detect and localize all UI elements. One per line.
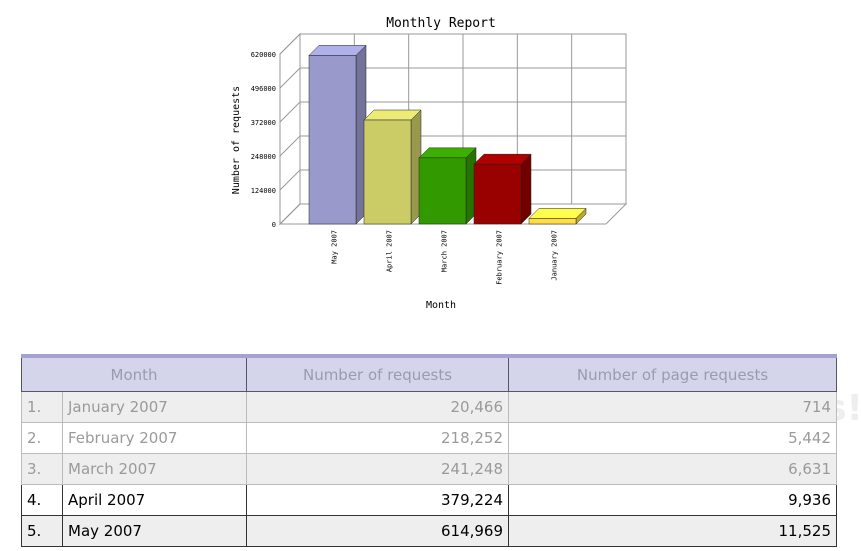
table-row: 2. February 2007 218,252 5,442 xyxy=(21,422,838,454)
bar xyxy=(308,44,367,225)
x-tick-label: January 2007 xyxy=(551,230,559,281)
row-month: February 2007 xyxy=(61,422,248,454)
x-tick-label: April 2007 xyxy=(386,230,394,272)
row-requests: 379,224 xyxy=(246,484,510,516)
row-requests: 241,248 xyxy=(246,453,510,485)
header-requests: Number of requests xyxy=(246,354,510,392)
row-page-requests: 5,442 xyxy=(508,422,838,454)
row-page-requests: 714 xyxy=(508,391,838,423)
row-requests: 614,969 xyxy=(246,515,510,547)
bar-top xyxy=(528,208,587,219)
bar-front xyxy=(363,119,412,225)
row-index: 2. xyxy=(21,422,63,454)
y-tick-label: 0 xyxy=(272,221,276,229)
monthly-report-chart: Monthly Report 0 124000 248000 372000 496000… xyxy=(231,16,628,311)
x-tick-label: February 2007 xyxy=(496,230,504,285)
row-requests: 218,252 xyxy=(246,422,510,454)
table-row: 3. March 2007 241,248 6,631 xyxy=(21,453,838,485)
bar-front xyxy=(528,218,577,225)
bar-top xyxy=(363,109,422,121)
bar-front xyxy=(473,163,522,225)
x-tick-label: March 2007 xyxy=(441,230,449,272)
y-tick-label: 124000 xyxy=(251,187,276,195)
y-tick-label: 248000 xyxy=(251,153,276,161)
bar-front xyxy=(308,55,357,225)
chart-title: Monthly Report xyxy=(386,16,496,31)
row-page-requests: 11,525 xyxy=(508,515,838,547)
bar xyxy=(418,147,477,225)
table-header-row: Month Number of requests Number of page … xyxy=(20,354,838,392)
row-month: January 2007 xyxy=(61,391,248,423)
row-index: 3. xyxy=(21,453,63,485)
bar-top xyxy=(308,45,367,56)
bar-side xyxy=(520,153,532,225)
y-tick-label: 372000 xyxy=(251,119,276,127)
bar xyxy=(473,153,532,225)
row-page-requests: 9,936 xyxy=(508,484,838,516)
bar-front xyxy=(418,157,467,225)
bar-top xyxy=(473,153,532,165)
row-month: March 2007 xyxy=(61,453,248,485)
y-axis-label: Number of requests xyxy=(231,86,242,194)
row-index: 1. xyxy=(21,391,63,423)
table-row: 4. April 2007 379,224 9,936 xyxy=(21,484,838,516)
table-row: 1. January 2007 20,466 714 xyxy=(21,391,838,423)
row-page-requests: 6,631 xyxy=(508,453,838,485)
x-axis-ticks: May 2007 April 2007 March 2007 February 200… xyxy=(331,230,559,285)
y-tick-label: 620000 xyxy=(251,51,276,59)
row-index: 5. xyxy=(21,515,63,547)
y-tick-label: 496000 xyxy=(251,85,276,93)
header-page-requests: Number of page requests xyxy=(508,354,838,392)
row-month: April 2007 xyxy=(61,484,248,516)
row-requests: 20,466 xyxy=(246,391,510,423)
table-row: 5. May 2007 614,969 11,525 xyxy=(21,515,838,547)
bar xyxy=(363,109,422,225)
bar xyxy=(528,207,587,225)
monthly-report-table: Month Number of requests Number of page … xyxy=(20,354,838,547)
x-tick-label: May 2007 xyxy=(331,230,339,264)
chart-side-wall xyxy=(279,32,301,226)
row-month: May 2007 xyxy=(61,515,248,547)
x-axis-label: Month xyxy=(426,300,456,311)
chart-bars xyxy=(308,44,587,225)
row-index: 4. xyxy=(21,484,63,516)
y-axis-ticks: 0 124000 248000 372000 496000 620000 xyxy=(251,51,276,229)
header-month: Month xyxy=(20,354,248,392)
bar-top xyxy=(418,147,477,159)
